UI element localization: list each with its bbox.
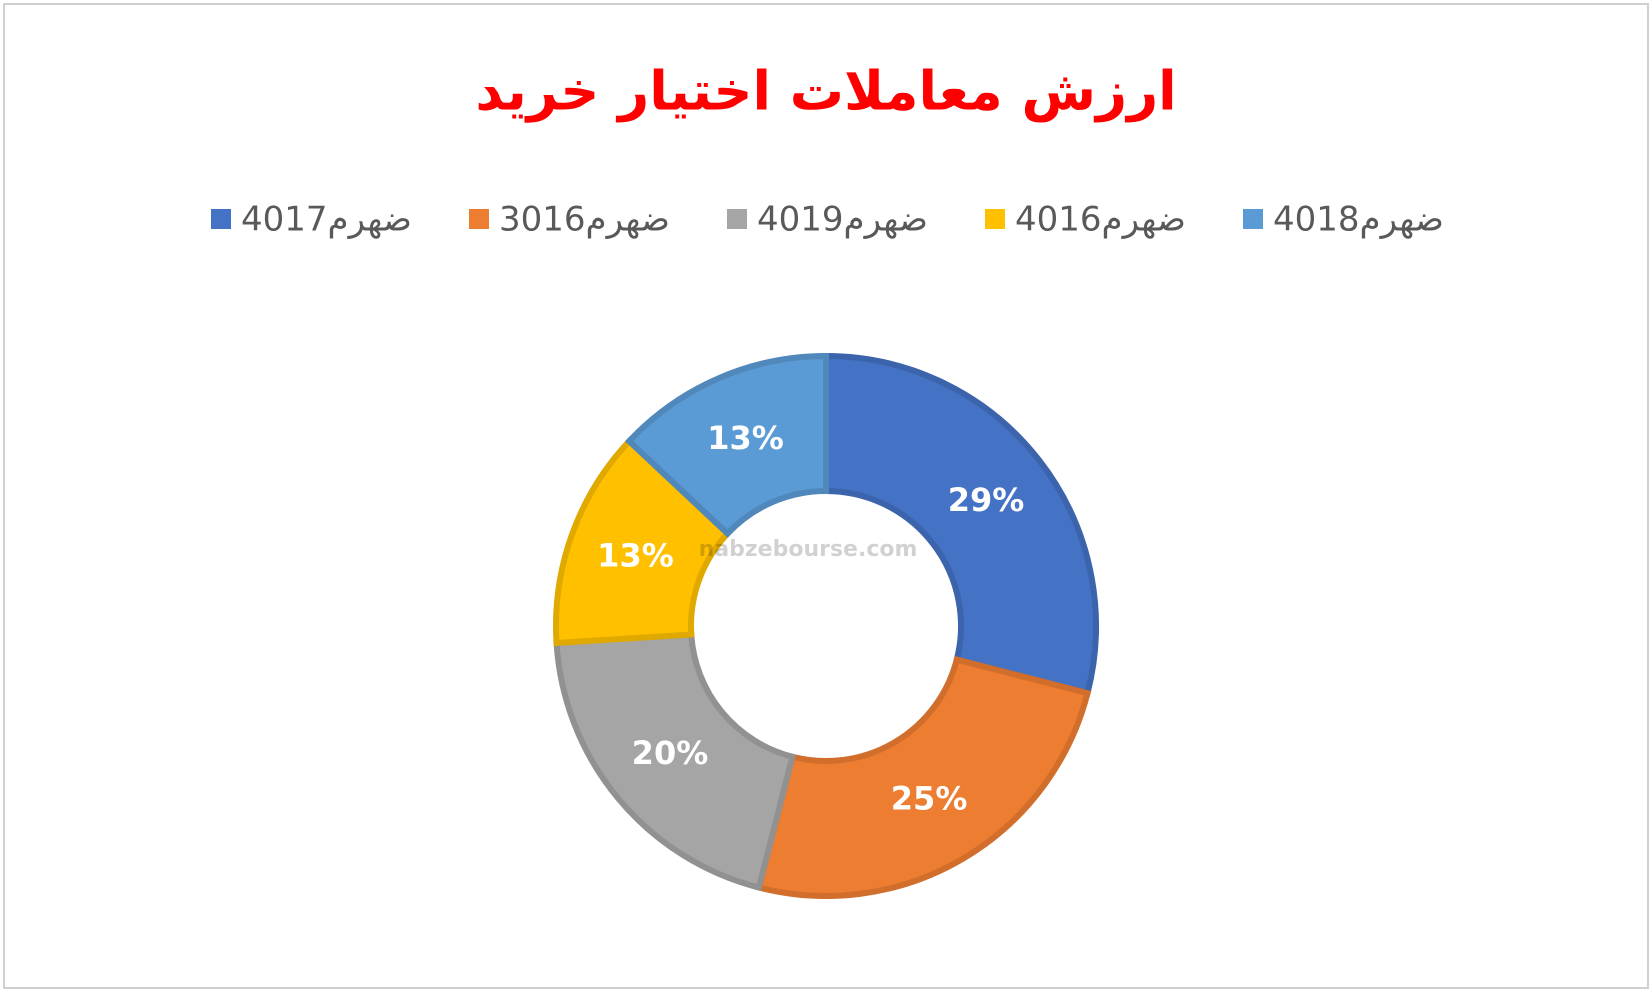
watermark: nabzebourse.com — [699, 537, 918, 562]
data-label: 13% — [597, 536, 674, 574]
data-label: 29% — [948, 481, 1025, 519]
legend-swatch — [469, 209, 489, 229]
donut-segment — [553, 631, 797, 892]
legend-label: ضهرم4017 — [241, 200, 412, 240]
legend-swatch — [1243, 209, 1263, 229]
legend-label: ضهرم4016 — [1015, 200, 1186, 240]
data-label: 25% — [891, 779, 968, 817]
chart-title: ارزش معاملات اختیار خرید — [475, 60, 1176, 123]
donut-segment — [553, 436, 732, 647]
legend-label: ضهرم3016 — [499, 200, 670, 240]
legend-label: ضهرم4018 — [1273, 200, 1444, 240]
legend-swatch — [727, 209, 747, 229]
donut-segment — [624, 352, 829, 538]
donut-segment — [755, 655, 1092, 899]
data-label: 13% — [707, 419, 784, 457]
legend-label: ضهرم4019 — [757, 200, 928, 240]
legend-swatch — [211, 209, 231, 229]
legend-swatch — [985, 209, 1005, 229]
data-label: 20% — [632, 734, 709, 772]
donut-segment — [823, 352, 1100, 697]
